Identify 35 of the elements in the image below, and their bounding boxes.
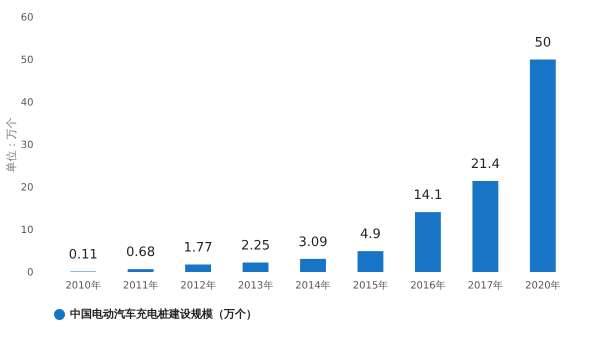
bar xyxy=(530,60,556,272)
x-tick-label: 2014年 xyxy=(295,280,331,292)
y-tick-label: 60 xyxy=(20,12,34,24)
bar xyxy=(300,258,326,272)
data-label: 4.9 xyxy=(360,227,381,242)
x-tick-label: 2010年 xyxy=(65,280,101,292)
data-label: 21.4 xyxy=(470,157,500,172)
bar xyxy=(414,212,441,272)
bar xyxy=(128,269,154,272)
x-tick-label: 2016年 xyxy=(410,280,446,292)
data-label: 14.1 xyxy=(413,188,442,204)
y-tick-label: 20 xyxy=(20,182,34,194)
data-label: 2.25 xyxy=(241,238,270,254)
x-tick-label: 2020年 xyxy=(525,280,561,292)
legend-label: 中国电动汽车充电桩建设规模（万个） xyxy=(70,308,257,320)
x-tick-label: 2017年 xyxy=(468,280,504,292)
x-tick-label: 2013年 xyxy=(238,280,274,292)
data-label: 0.68 xyxy=(126,245,156,260)
x-tick-label: 2011年 xyxy=(122,280,158,292)
y-tick-label: 50 xyxy=(20,55,34,66)
y-tick-label: 0 xyxy=(27,268,34,278)
bar xyxy=(472,181,498,272)
bar xyxy=(242,262,268,272)
x-tick-label: 2012年 xyxy=(180,280,216,292)
x-tick-label: 2015年 xyxy=(352,280,388,292)
data-label: 50 xyxy=(534,36,552,50)
bar xyxy=(185,264,212,272)
data-label: 0.11 xyxy=(68,248,98,263)
bar xyxy=(358,251,384,272)
y-tick-label: 10 xyxy=(20,225,34,236)
y-tick-label: 40 xyxy=(20,98,34,108)
data-label: 1.77 xyxy=(184,240,213,256)
y-tick-label: 30 xyxy=(20,140,34,151)
y-axis-title: 单位：万个 xyxy=(4,118,18,172)
data-label: 3.09 xyxy=(298,234,328,250)
